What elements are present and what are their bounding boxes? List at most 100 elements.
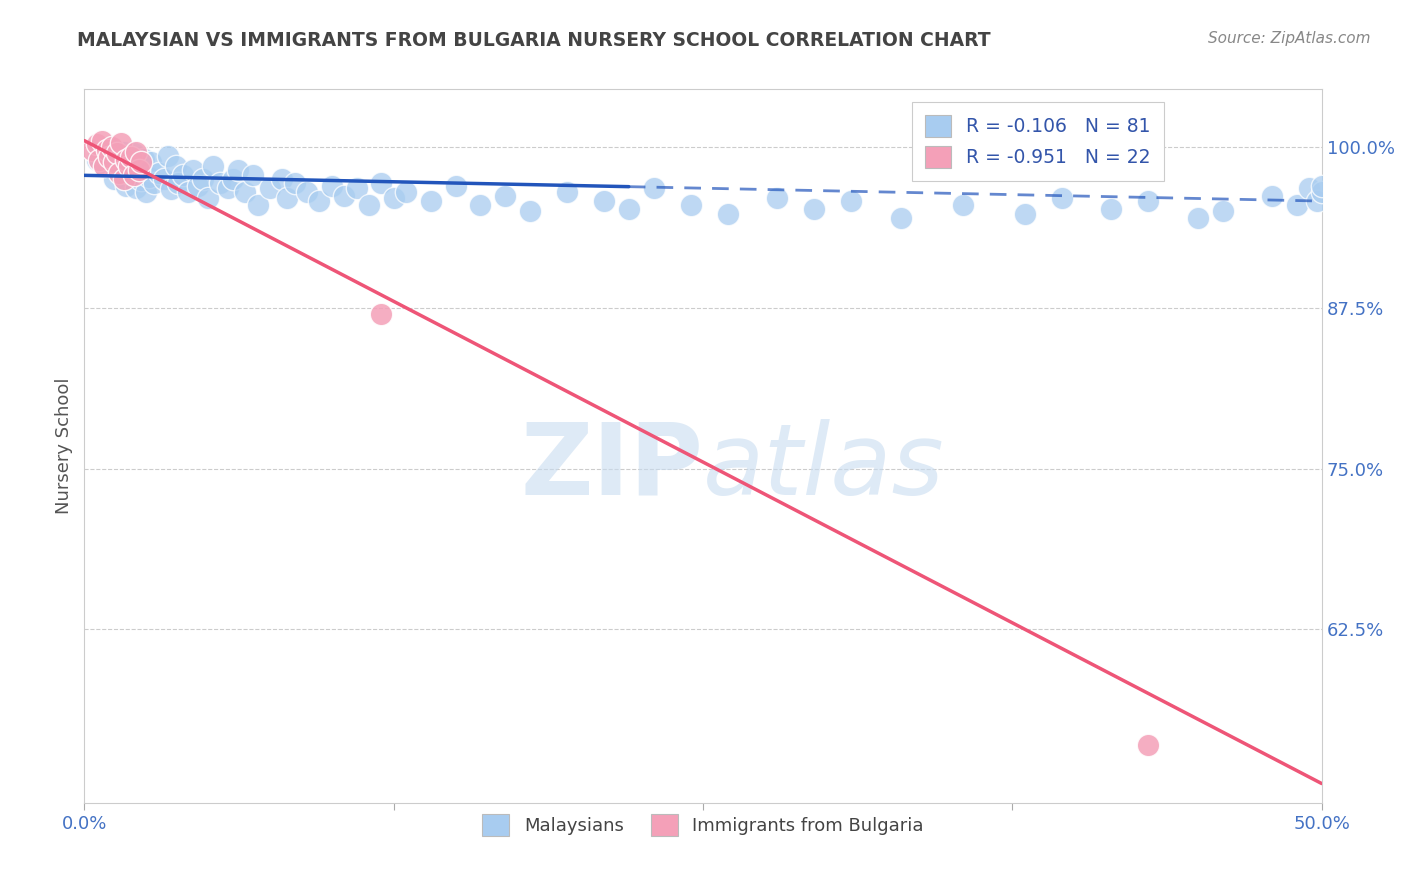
Point — [346, 181, 368, 195]
Point — [141, 155, 163, 169]
Point — [89, 153, 111, 167]
Point — [129, 155, 152, 169]
Point — [125, 181, 148, 195]
Point — [494, 189, 516, 203]
Point — [165, 159, 187, 173]
Point — [93, 159, 115, 173]
Point — [187, 178, 209, 193]
Point — [1050, 192, 1073, 206]
Point — [242, 169, 264, 183]
Point — [112, 145, 135, 160]
Point — [108, 155, 131, 169]
Point — [132, 152, 155, 166]
Point — [120, 169, 142, 183]
Point — [172, 169, 194, 183]
Point — [167, 176, 190, 190]
Point — [1187, 211, 1209, 225]
Point — [115, 178, 138, 193]
Point — [1305, 194, 1327, 208]
Text: atlas: atlas — [703, 419, 945, 516]
Point — [93, 159, 115, 173]
Text: MALAYSIAN VS IMMIGRANTS FROM BULGARIA NURSERY SCHOOL CORRELATION CHART: MALAYSIAN VS IMMIGRANTS FROM BULGARIA NU… — [77, 31, 991, 50]
Point — [890, 211, 912, 225]
Point — [395, 185, 418, 199]
Point — [103, 155, 125, 169]
Point — [197, 192, 219, 206]
Point — [246, 198, 269, 212]
Y-axis label: Nursery School: Nursery School — [55, 377, 73, 515]
Point — [259, 181, 281, 195]
Point — [80, 143, 103, 157]
Point — [233, 185, 256, 199]
Point — [98, 140, 121, 154]
Point — [135, 185, 157, 199]
Point — [717, 207, 740, 221]
Point — [115, 153, 138, 167]
Point — [766, 192, 789, 206]
Point — [321, 178, 343, 193]
Text: Source: ZipAtlas.com: Source: ZipAtlas.com — [1208, 31, 1371, 46]
Point — [108, 166, 131, 180]
Point — [308, 194, 330, 208]
Point — [177, 185, 200, 199]
Point — [226, 163, 249, 178]
Point — [110, 136, 132, 151]
Point — [1261, 189, 1284, 203]
Point — [370, 307, 392, 321]
Point — [803, 202, 825, 216]
Point — [1099, 202, 1122, 216]
Point — [129, 173, 152, 187]
Point — [152, 172, 174, 186]
Point — [419, 194, 441, 208]
Point — [519, 204, 541, 219]
Point — [122, 146, 145, 161]
Point — [841, 194, 863, 208]
Point — [1137, 194, 1160, 208]
Point — [118, 159, 141, 173]
Point — [952, 198, 974, 212]
Point — [357, 198, 380, 212]
Point — [202, 159, 225, 173]
Point — [1014, 207, 1036, 221]
Point — [105, 150, 128, 164]
Point — [555, 185, 578, 199]
Point — [157, 149, 180, 163]
Point — [1298, 181, 1320, 195]
Point — [148, 166, 170, 180]
Point — [125, 145, 148, 160]
Legend: Malaysians, Immigrants from Bulgaria: Malaysians, Immigrants from Bulgaria — [471, 804, 935, 847]
Point — [110, 161, 132, 176]
Point — [333, 189, 356, 203]
Point — [191, 172, 214, 186]
Point — [118, 157, 141, 171]
Point — [284, 176, 307, 190]
Point — [112, 172, 135, 186]
Point — [643, 181, 665, 195]
Point — [105, 146, 128, 161]
Point — [276, 192, 298, 206]
Point — [120, 150, 142, 164]
Point — [444, 178, 467, 193]
Point — [217, 181, 239, 195]
Point — [103, 172, 125, 186]
Point — [128, 163, 150, 178]
Point — [679, 198, 702, 212]
Point — [128, 163, 150, 178]
Point — [122, 169, 145, 183]
Point — [1137, 738, 1160, 752]
Point — [86, 137, 108, 152]
Point — [382, 192, 405, 206]
Point — [181, 163, 204, 178]
Point — [1310, 185, 1333, 199]
Point — [271, 172, 294, 186]
Point — [470, 198, 492, 212]
Point — [160, 182, 183, 196]
Point — [90, 134, 112, 148]
Point — [295, 185, 318, 199]
Point — [1212, 204, 1234, 219]
Point — [96, 143, 118, 157]
Point — [86, 153, 108, 167]
Text: ZIP: ZIP — [520, 419, 703, 516]
Point — [209, 176, 232, 190]
Point — [370, 176, 392, 190]
